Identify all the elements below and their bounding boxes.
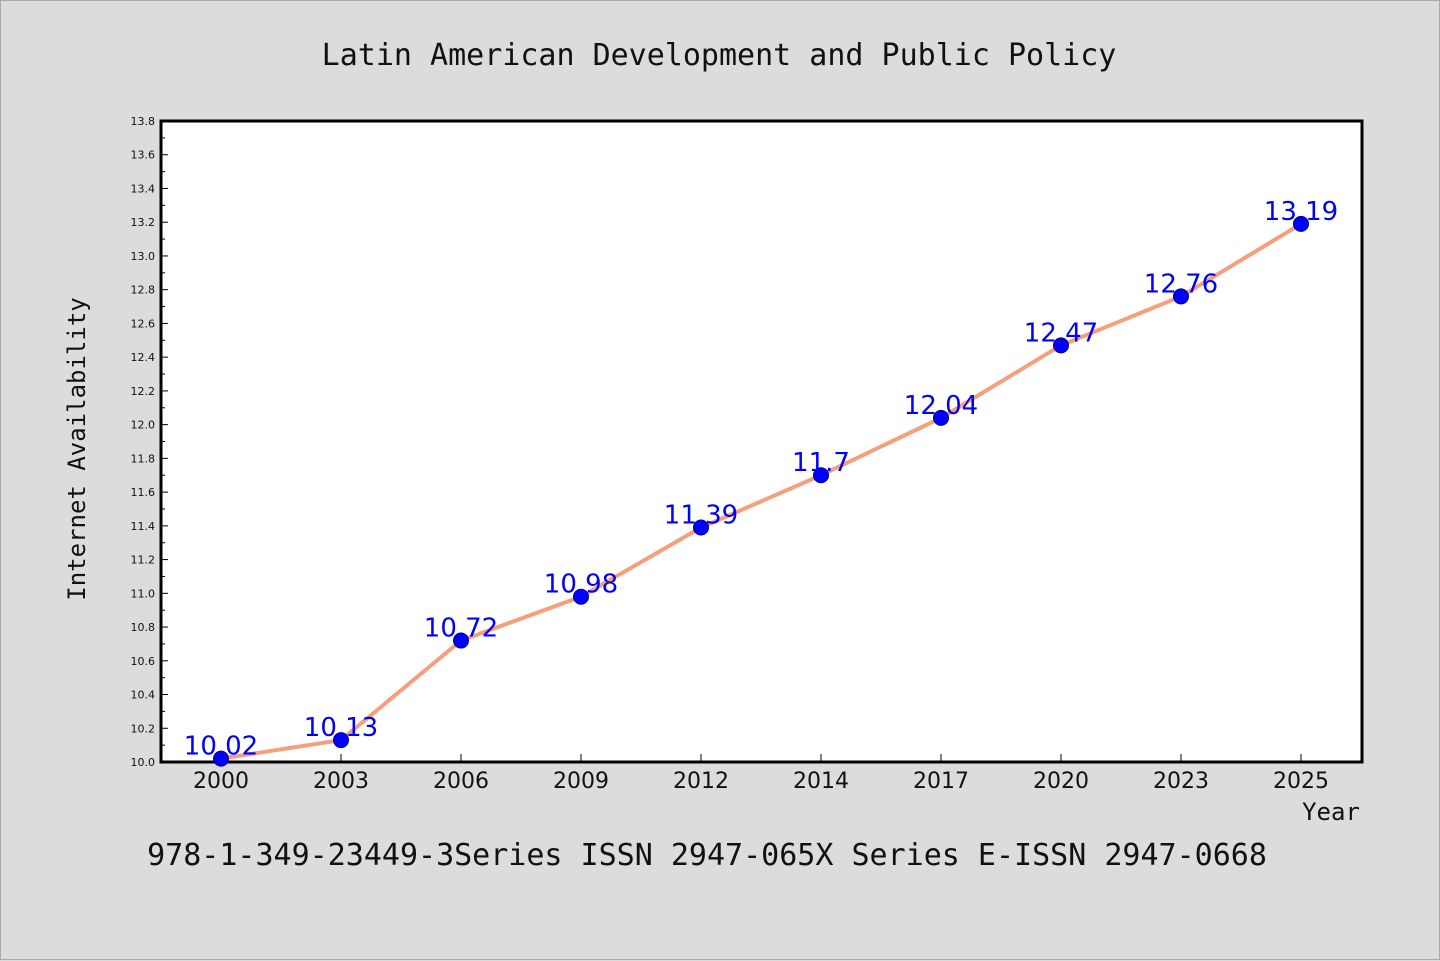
data-label: 11.7: [792, 448, 850, 478]
footer-isbn-text: 978-1-349-23449-3Series ISSN 2947-065X S…: [147, 838, 1267, 873]
y-tick-label: 13.8: [131, 115, 156, 128]
y-tick-label: 11.4: [131, 520, 156, 533]
y-tick-label: 11.0: [131, 587, 156, 600]
y-tick-label: 10.2: [131, 722, 156, 735]
data-label: 10.02: [184, 732, 258, 762]
y-tick-label: 13.6: [131, 149, 156, 162]
x-axis: 2000 2003 2006 2009 2012 2014 2017 2020 2023 2025: [193, 754, 1329, 794]
data-point: [933, 409, 949, 426]
y-tick-label: 13.4: [131, 182, 156, 195]
data-label: 12.76: [1144, 269, 1218, 299]
data-point: [213, 750, 229, 767]
y-tick-label: 11.8: [131, 452, 156, 465]
data-label: 11.39: [664, 501, 738, 531]
x-tick-label: 2020: [1033, 769, 1089, 794]
data-label: 12.04: [904, 391, 978, 421]
chart-title: Latin American Development and Public Po…: [322, 38, 1117, 73]
data-point: [453, 632, 469, 649]
y-tick-label: 11.2: [131, 554, 156, 567]
series-internet-availability: 10.02 10.13 10.72 10.98 11.39 11.7 12.04 12.47 1…: [184, 197, 1338, 767]
data-point: [573, 588, 589, 605]
y-tick-label: 13.0: [131, 250, 156, 263]
data-label: 12.47: [1024, 318, 1098, 348]
x-tick-label: 2006: [433, 769, 489, 794]
y-axis-label: Internet Availability: [63, 297, 91, 600]
y-tick-label: 12.2: [131, 385, 156, 398]
data-label: 10.72: [424, 614, 498, 644]
data-point: [1053, 337, 1069, 354]
x-tick-label: 2003: [313, 769, 369, 794]
x-tick-label: 2012: [673, 769, 729, 794]
x-tick-label: 2017: [913, 769, 969, 794]
series-line: [220, 222, 1303, 761]
data-label: 10.98: [544, 570, 618, 600]
y-tick-label: 12.8: [131, 284, 156, 297]
y-axis: 10.0 10.2 10.4 10.6 10.8 11.0 11.2 11.4 11.6 11.8…: [131, 115, 168, 769]
y-tick-label: 10.6: [131, 655, 156, 668]
data-point: [333, 732, 349, 749]
data-label: 13.19: [1264, 197, 1338, 227]
data-point: [813, 467, 829, 484]
x-tick-label: 2000: [193, 769, 249, 794]
x-tick-label: 2023: [1153, 769, 1209, 794]
data-point: [1173, 288, 1189, 305]
data-label: 10.13: [304, 713, 378, 743]
y-tick-label: 11.6: [131, 486, 156, 499]
data-point: [693, 519, 709, 536]
y-tick-label: 13.2: [131, 216, 156, 229]
y-tick-label: 12.6: [131, 317, 156, 330]
x-tick-label: 2025: [1273, 769, 1329, 794]
x-tick-label: 2009: [553, 769, 609, 794]
y-tick-label: 10.4: [131, 689, 156, 702]
x-tick-label: 2014: [793, 769, 849, 794]
y-tick-label: 10.0: [131, 756, 156, 769]
x-axis-label: Year: [1302, 798, 1360, 826]
plot-area: [159, 119, 1364, 764]
data-point: [1293, 215, 1309, 232]
y-tick-label: 12.4: [131, 351, 156, 364]
y-tick-label: 12.0: [131, 419, 156, 432]
y-tick-label: 10.8: [131, 621, 156, 634]
